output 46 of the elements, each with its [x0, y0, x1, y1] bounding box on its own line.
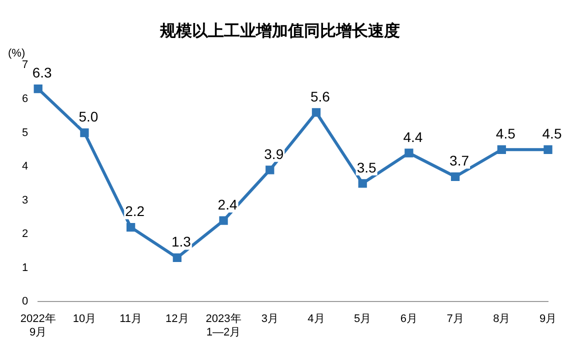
y-tick-label: 4: [22, 160, 28, 173]
point: [126, 222, 136, 232]
x-tick-label: 9月: [539, 313, 557, 326]
point: [497, 145, 506, 154]
x-tick-label: 2022年 9月: [20, 313, 56, 338]
y-tick-label: 3: [22, 194, 28, 206]
data-label: 2.2: [125, 203, 145, 220]
data-label: 3.9: [264, 146, 284, 162]
data-label: 6.3: [32, 64, 52, 81]
y-tick-label: 5: [22, 126, 28, 139]
y-tick-label: 6: [22, 93, 28, 106]
data-label: 4.5: [542, 125, 562, 142]
data-label: 1.3: [171, 234, 192, 250]
x-tick-label: 10月: [72, 313, 96, 326]
point: [544, 145, 552, 154]
point: [266, 166, 274, 174]
y-tick-label: 1: [22, 262, 28, 274]
point: [312, 108, 321, 117]
point: [404, 148, 414, 158]
x-tick-label: 11月: [120, 313, 142, 326]
point: [172, 253, 182, 262]
x-tick-label: 12月: [166, 313, 189, 326]
y-tick-label: 2: [22, 228, 28, 240]
data-label: 4.5: [496, 125, 516, 142]
data-label: 4.4: [403, 128, 423, 145]
point: [358, 179, 367, 188]
y-tick-label: 0: [22, 296, 28, 308]
y-tick-label: 7: [22, 59, 28, 72]
x-tick-label: 6月: [400, 313, 418, 326]
x-tick-label: 3月: [261, 313, 278, 326]
chart-title: 规模以上工业增加值同比增长速度: [159, 21, 400, 40]
point: [450, 172, 460, 181]
point: [34, 84, 42, 94]
x-tick-label: 5月: [354, 313, 372, 326]
data-label: 3.7: [450, 152, 470, 169]
x-tick-label: 8月: [493, 313, 510, 326]
y-axis-title: (%): [8, 48, 26, 60]
x-tick-label: 2023年 1—2月: [206, 313, 242, 338]
data-label: 5.0: [78, 108, 98, 125]
point: [219, 216, 228, 225]
data-label: 3.5: [356, 159, 377, 176]
x-tick-label: 4月: [308, 313, 325, 326]
data-label: 2.4: [218, 196, 238, 212]
x-tick-label: 7月: [446, 313, 464, 326]
data-label: 5.6: [310, 88, 330, 104]
point: [80, 128, 89, 138]
